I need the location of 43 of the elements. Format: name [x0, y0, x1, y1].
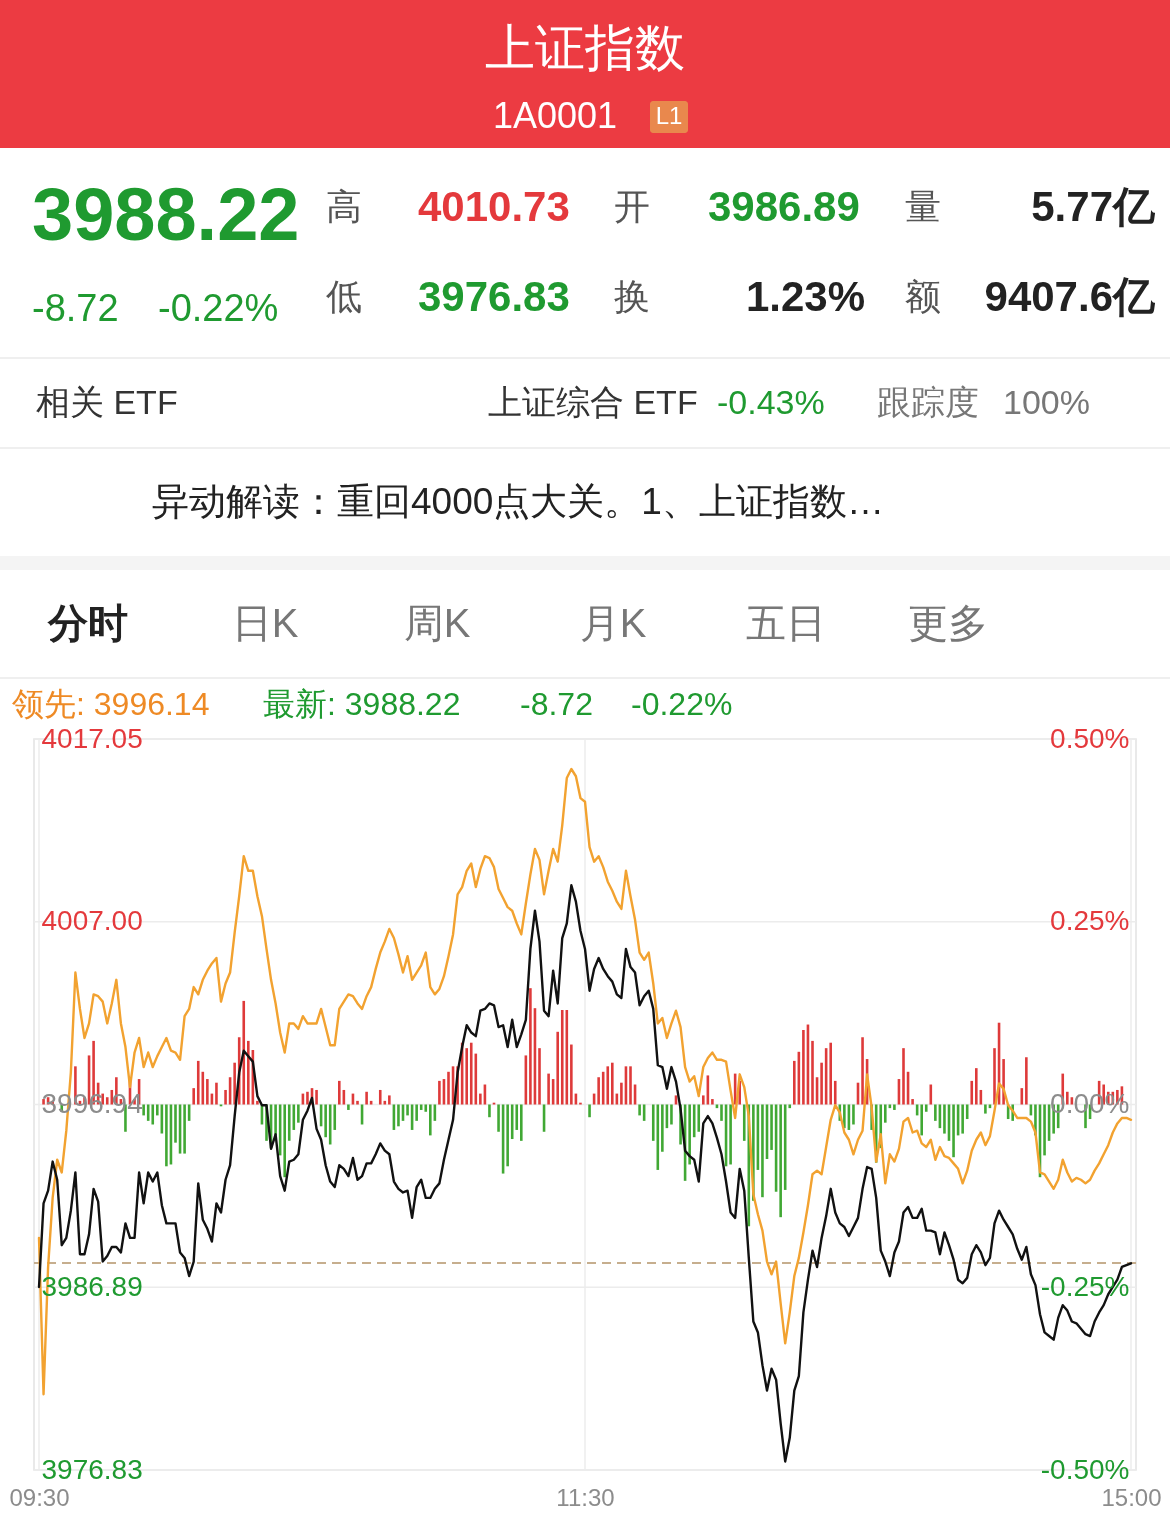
text: -8.72 [32, 287, 119, 329]
text: 开 [614, 186, 650, 227]
x-tick-label: 09:30 [9, 1483, 70, 1511]
text: 异动解读：重回4000点大关。1、上证指数… [152, 481, 884, 522]
text: -8.72 [520, 686, 593, 722]
y-tick-label: 3976.83 [41, 1453, 143, 1485]
y2-tick-label: -0.50% [1040, 1453, 1130, 1485]
text: L1 [655, 102, 683, 129]
chart-title: 上证指数 [485, 20, 685, 76]
text: 100% [1003, 383, 1090, 421]
text: 周K [403, 601, 471, 645]
text: 低 [326, 276, 362, 317]
y-tick-label: 4017.05 [41, 722, 143, 754]
text: -0.22% [631, 686, 733, 722]
text: 相关 ETF [36, 383, 178, 421]
text: 日K [231, 601, 299, 645]
text: 领先: 3996.14 [12, 686, 210, 722]
y2-tick-label: 0.50% [1050, 722, 1130, 754]
text: 额 [905, 276, 941, 317]
text: 1.23% [745, 273, 865, 320]
text: 9407.6亿 [984, 273, 1156, 320]
text: -0.22% [158, 287, 279, 329]
text: 高 [326, 186, 362, 227]
text: 量 [905, 186, 941, 227]
x-tick-label: 11:30 [556, 1483, 615, 1511]
text: 5.77亿 [1031, 183, 1156, 230]
text: 更多 [908, 601, 988, 645]
text: 4010.73 [418, 183, 570, 230]
chart-subtitle: 1A0001 [492, 95, 618, 136]
text: -0.43% [717, 383, 825, 421]
text: 分时 [47, 601, 128, 645]
text: 跟踪度 [877, 383, 979, 421]
y2-tick-label: 0.25% [1050, 905, 1130, 937]
x-tick-label: 15:00 [1101, 1483, 1162, 1511]
text: 上证综合 ETF [488, 383, 698, 421]
y-tick-label: 4007.00 [41, 905, 143, 937]
text: 最新: 3988.22 [263, 686, 461, 722]
text: 五日 [746, 601, 826, 645]
text: 3986.89 [708, 183, 860, 230]
text: 换 [614, 276, 650, 317]
text: 月K [579, 601, 647, 645]
text: 3976.83 [418, 273, 570, 320]
text: 3988.22 [32, 173, 300, 256]
